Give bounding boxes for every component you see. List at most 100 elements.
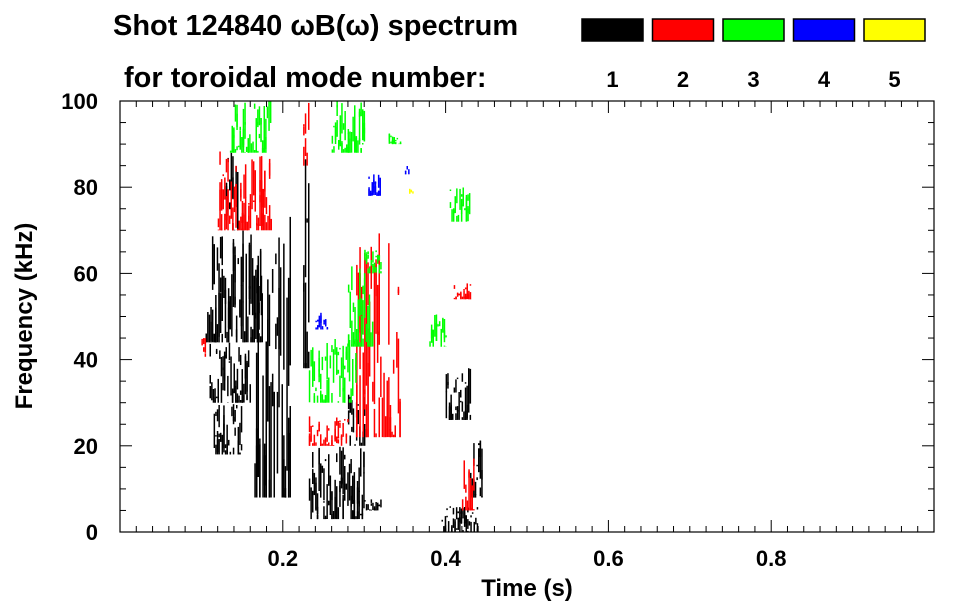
spectral-streak bbox=[244, 152, 246, 153]
spectral-streak bbox=[460, 295, 462, 299]
spectral-streak bbox=[430, 324, 433, 339]
spectral-streak bbox=[260, 213, 263, 231]
spectral-streak bbox=[373, 508, 376, 511]
spectral-streak bbox=[223, 275, 225, 298]
spectral-streak bbox=[468, 469, 470, 478]
spectral-streak bbox=[464, 296, 467, 300]
spectral-streak bbox=[278, 287, 280, 350]
spectral-streak bbox=[321, 443, 324, 446]
spectral-streak bbox=[331, 393, 333, 403]
spectral-streak bbox=[369, 266, 371, 274]
spectral-streak bbox=[227, 307, 230, 343]
spectral-streak bbox=[434, 315, 436, 337]
spectral-streak bbox=[376, 331, 379, 363]
spectral-streak bbox=[215, 444, 217, 455]
spectral-streak bbox=[219, 350, 221, 359]
spectral-streak bbox=[452, 210, 455, 214]
spectral-streak bbox=[368, 176, 370, 179]
spectral-streak bbox=[337, 421, 340, 439]
spectral-streak bbox=[341, 141, 343, 153]
spectral-streak bbox=[395, 139, 397, 142]
spectral-streak bbox=[465, 194, 468, 210]
spectral-streak bbox=[201, 338, 203, 346]
spectral-streak bbox=[318, 427, 320, 432]
spectral-streak bbox=[219, 293, 222, 333]
spectral-streak bbox=[359, 375, 361, 438]
spectral-streak bbox=[370, 246, 372, 289]
spectral-streak bbox=[267, 279, 269, 422]
spectral-streak bbox=[344, 466, 346, 501]
spectral-streak bbox=[312, 490, 314, 513]
spectral-streak bbox=[432, 329, 434, 347]
spectral-streak bbox=[339, 420, 341, 422]
spectral-streak bbox=[241, 201, 244, 223]
spectral-streak bbox=[261, 315, 263, 343]
spectral-streak bbox=[365, 252, 368, 254]
spectral-streak bbox=[224, 213, 226, 231]
spectral-streak bbox=[259, 156, 261, 203]
spectral-streak bbox=[373, 408, 376, 438]
spectral-streak bbox=[254, 463, 256, 498]
spectral-streak bbox=[303, 283, 305, 292]
spectral-streak bbox=[233, 127, 235, 138]
spectral-streak bbox=[216, 409, 219, 422]
spectral-streak bbox=[362, 338, 364, 347]
legend-swatch bbox=[581, 18, 644, 42]
spectral-streak bbox=[308, 416, 311, 433]
spectral-streak bbox=[255, 118, 257, 142]
spectral-streak bbox=[241, 369, 243, 403]
spectral-streak bbox=[344, 394, 346, 403]
spectral-streak bbox=[392, 359, 395, 374]
spectral-streak bbox=[466, 385, 468, 418]
spectral-streak bbox=[350, 132, 353, 153]
spectral-streak bbox=[245, 293, 247, 343]
spectral-streak bbox=[324, 459, 327, 462]
spectral-streak bbox=[359, 268, 361, 317]
spectral-streak bbox=[360, 298, 363, 316]
spectral-streak bbox=[464, 287, 467, 290]
spectral-streak bbox=[445, 335, 447, 338]
spectral-streak bbox=[205, 333, 207, 343]
spectral-streak bbox=[237, 145, 240, 148]
spectral-streak bbox=[247, 152, 249, 153]
spectral-streak bbox=[478, 443, 480, 446]
spectral-streak bbox=[368, 346, 371, 347]
spectral-streak bbox=[219, 151, 221, 165]
spectral-streak bbox=[461, 401, 464, 412]
spectral-streak bbox=[380, 271, 382, 274]
spectral-streak bbox=[349, 138, 351, 153]
spectral-streak bbox=[358, 111, 361, 145]
spectral-streak bbox=[460, 291, 462, 296]
spectral-streak bbox=[399, 398, 401, 438]
spectral-streak bbox=[235, 184, 237, 228]
x-tick-label: 0.4 bbox=[430, 546, 461, 571]
mode-1-region bbox=[308, 446, 365, 520]
spectral-streak bbox=[342, 363, 344, 392]
spectral-streak bbox=[466, 289, 468, 300]
spectral-streak bbox=[261, 293, 263, 333]
spectral-streak bbox=[469, 292, 472, 300]
spectral-streak bbox=[352, 332, 355, 347]
spectral-streak bbox=[362, 109, 364, 137]
spectral-streak bbox=[348, 399, 351, 403]
spectral-streak bbox=[232, 247, 235, 254]
spectral-streak bbox=[455, 507, 458, 520]
spectral-streak bbox=[456, 188, 458, 204]
y-tick-label: 40 bbox=[74, 348, 98, 373]
spectral-streak bbox=[317, 319, 319, 322]
spectral-streak bbox=[336, 347, 338, 375]
spectral-streak bbox=[470, 521, 472, 532]
spectral-streak bbox=[464, 387, 467, 420]
spectral-streak bbox=[257, 150, 259, 153]
legend-label: 3 bbox=[747, 67, 759, 92]
spectral-streak bbox=[397, 338, 400, 414]
spectral-streak bbox=[209, 343, 211, 357]
spectral-streak bbox=[463, 507, 466, 524]
spectral-streak bbox=[462, 190, 464, 200]
spectral-streak bbox=[455, 379, 457, 393]
spectral-streak bbox=[451, 209, 453, 222]
spectral-streak bbox=[308, 435, 311, 446]
spectral-streak bbox=[233, 134, 235, 153]
spectral-streak bbox=[235, 380, 237, 403]
spectral-streak bbox=[328, 428, 330, 431]
